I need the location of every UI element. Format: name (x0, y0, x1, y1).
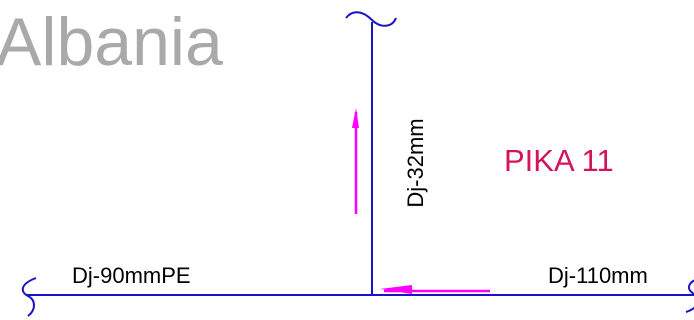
left-break-mark (21, 277, 37, 317)
watermark-text: Albania (0, 4, 223, 80)
right-pipe-label: Dj-110mm (548, 263, 648, 288)
right-break-mark (685, 279, 694, 313)
point-label: PIKA 11 (504, 143, 614, 178)
left-pipe-label: Dj-90mmPE (72, 263, 191, 288)
vertical-pipe-label: Dj-32mm (403, 118, 428, 208)
horizontal-flow-arrow (380, 285, 490, 294)
top-break-mark (345, 11, 397, 27)
vertical-flow-arrow (352, 108, 359, 214)
